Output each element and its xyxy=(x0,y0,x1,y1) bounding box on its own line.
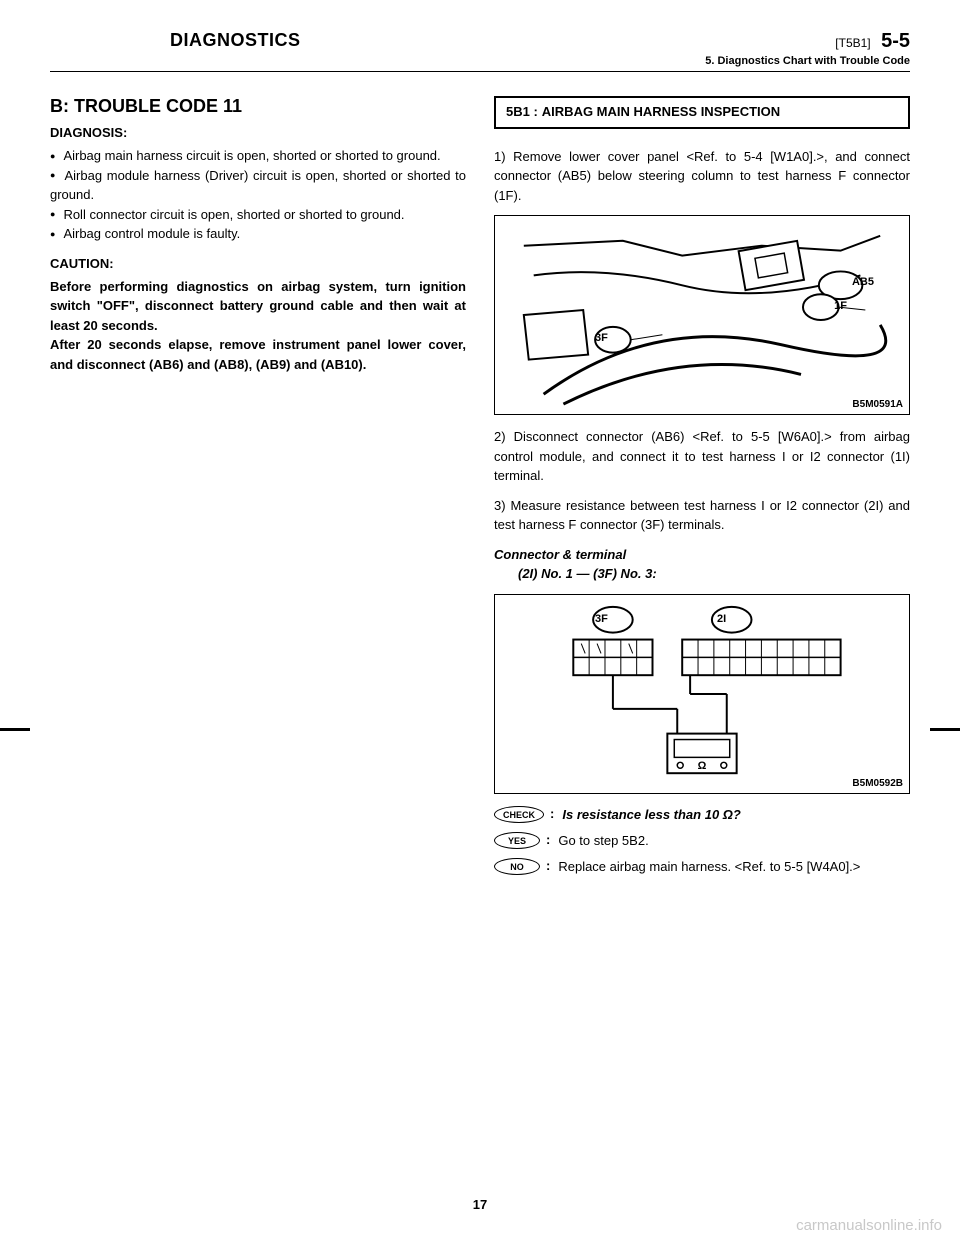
diagnosis-bullet: Roll connector circuit is open, shorted … xyxy=(50,205,466,225)
check-question: Is resistance less than 10 Ω? xyxy=(562,806,910,824)
colon-separator: : xyxy=(546,832,550,847)
caution-text: After 20 seconds elapse, remove instrume… xyxy=(50,335,466,374)
conn-line2: (2I) No. 1 — (3F) No. 3: xyxy=(494,566,657,581)
diagnosis-bullet: Airbag control module is faulty. xyxy=(50,224,466,244)
header-section: 5-5 xyxy=(881,30,910,52)
wiring-diagram-1 xyxy=(495,216,909,414)
caution-label: CAUTION: xyxy=(50,256,466,271)
figure-2: Ω 3F 2I B5M0592B xyxy=(494,594,910,794)
fig2-label-3f: 3F xyxy=(595,613,608,625)
check-badge: CHECK xyxy=(494,806,544,823)
step-box: 5B1 : AIRBAG MAIN HARNESS INSPECTION xyxy=(494,96,910,129)
header-right: [T5B1] 5-5 5. Diagnostics Chart with Tro… xyxy=(705,30,910,67)
trouble-code-title: B: TROUBLE CODE 11 xyxy=(50,96,466,117)
header-title: DIAGNOSTICS xyxy=(50,30,301,51)
yes-badge: YES xyxy=(494,832,540,849)
fig1-label-1f: 1F xyxy=(834,300,847,312)
figure-2-ref: B5M0592B xyxy=(852,778,903,789)
connector-terminal: Connector & terminal (2I) No. 1 — (3F) N… xyxy=(494,545,910,584)
no-row: NO : Replace airbag main harness. <Ref. … xyxy=(494,858,910,876)
figure-1-ref: B5M0591A xyxy=(852,399,903,410)
caution-block: CAUTION: Before performing diagnostics o… xyxy=(50,256,466,375)
step-paragraph: 3) Measure resistance between test harne… xyxy=(494,496,910,535)
header-subtitle: 5. Diagnostics Chart with Trouble Code xyxy=(705,55,910,67)
step-title: AIRBAG MAIN HARNESS INSPECTION xyxy=(542,104,780,121)
conn-line1: Connector & terminal xyxy=(494,547,626,562)
watermark: carmanualsonline.info xyxy=(796,1217,942,1234)
svg-text:Ω: Ω xyxy=(698,760,707,772)
two-column-layout: B: TROUBLE CODE 11 DIAGNOSIS: Airbag mai… xyxy=(50,96,910,884)
header-code: [T5B1] xyxy=(835,36,870,50)
colon-separator: : xyxy=(546,858,550,873)
no-badge: NO xyxy=(494,858,540,875)
right-column: 5B1 : AIRBAG MAIN HARNESS INSPECTION 1) … xyxy=(494,96,910,884)
no-text: Replace airbag main harness. <Ref. to 5-… xyxy=(558,858,910,876)
page-number: 17 xyxy=(473,1197,487,1212)
fig1-label-ab5: AB5 xyxy=(852,276,874,288)
page-container: DIAGNOSTICS [T5B1] 5-5 5. Diagnostics Ch… xyxy=(0,0,960,1242)
connector-diagram-2: Ω xyxy=(495,595,909,793)
yes-row: YES : Go to step 5B2. xyxy=(494,832,910,850)
step-paragraph: 2) Disconnect connector (AB6) <Ref. to 5… xyxy=(494,427,910,486)
step-paragraph: 1) Remove lower cover panel <Ref. to 5-4… xyxy=(494,147,910,206)
diagnosis-label: DIAGNOSIS: xyxy=(50,125,466,140)
left-column: B: TROUBLE CODE 11 DIAGNOSIS: Airbag mai… xyxy=(50,96,466,884)
page-header: DIAGNOSTICS [T5B1] 5-5 5. Diagnostics Ch… xyxy=(50,30,910,72)
figure-1: AB5 1F 3F B5M0591A xyxy=(494,215,910,415)
fig2-label-2i: 2I xyxy=(717,613,726,625)
colon-separator: : xyxy=(550,806,554,821)
left-crop-mark xyxy=(0,728,30,731)
yes-text: Go to step 5B2. xyxy=(558,832,910,850)
step-label: 5B1 : xyxy=(506,104,538,119)
check-row: CHECK : Is resistance less than 10 Ω? xyxy=(494,806,910,824)
right-crop-mark xyxy=(930,728,960,731)
fig1-label-3f: 3F xyxy=(595,332,608,344)
diagnosis-bullet: Airbag main harness circuit is open, sho… xyxy=(50,146,466,166)
diagnosis-bullet: Airbag module harness (Driver) circuit i… xyxy=(50,166,466,205)
caution-text: Before performing diagnostics on airbag … xyxy=(50,277,466,336)
